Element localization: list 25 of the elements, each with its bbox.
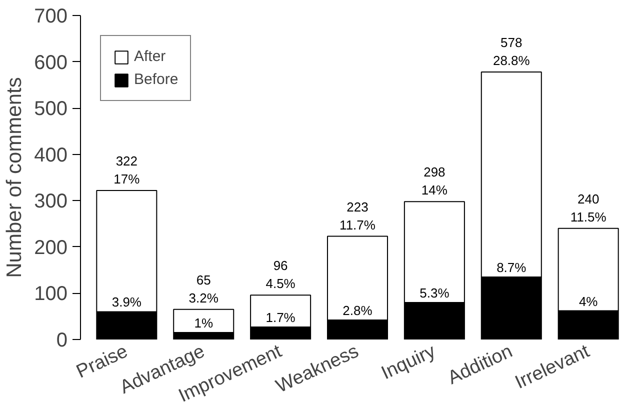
total-label: 578 28.8% <box>492 34 530 68</box>
annotation: 8.7% <box>496 260 527 276</box>
y-tick-label: 0 <box>56 330 68 352</box>
annotation: 4% <box>578 294 598 309</box>
total-label: 96 4.5% <box>266 258 296 292</box>
annotation: 5.3% <box>420 285 450 300</box>
total-label: 240 11.5% <box>570 191 607 224</box>
total-label: 322 17% <box>114 153 140 186</box>
total-label: 65 3.2% <box>188 272 219 306</box>
y-axis-title: Number of comments <box>3 77 26 278</box>
annotation: 1% <box>194 316 214 331</box>
annotation: 1.7% <box>266 310 296 326</box>
y-tick-label: 500 <box>34 98 68 120</box>
annotation: 3.9% <box>112 294 142 310</box>
y-tick-label: 600 <box>34 52 68 74</box>
annotation: 2.8% <box>342 303 373 318</box>
y-tick-label: 700 <box>34 6 68 28</box>
y-tick-label: 300 <box>34 190 68 213</box>
legend-label: After <box>134 48 166 65</box>
y-tick-label: 400 <box>34 144 68 166</box>
total-label: 298 14% <box>421 164 448 198</box>
y-tick-label: 200 <box>34 236 68 259</box>
y-tick-label: 100 <box>34 283 68 306</box>
total-label: 223 11.7% <box>340 199 376 232</box>
legend-label: Before <box>134 71 178 88</box>
